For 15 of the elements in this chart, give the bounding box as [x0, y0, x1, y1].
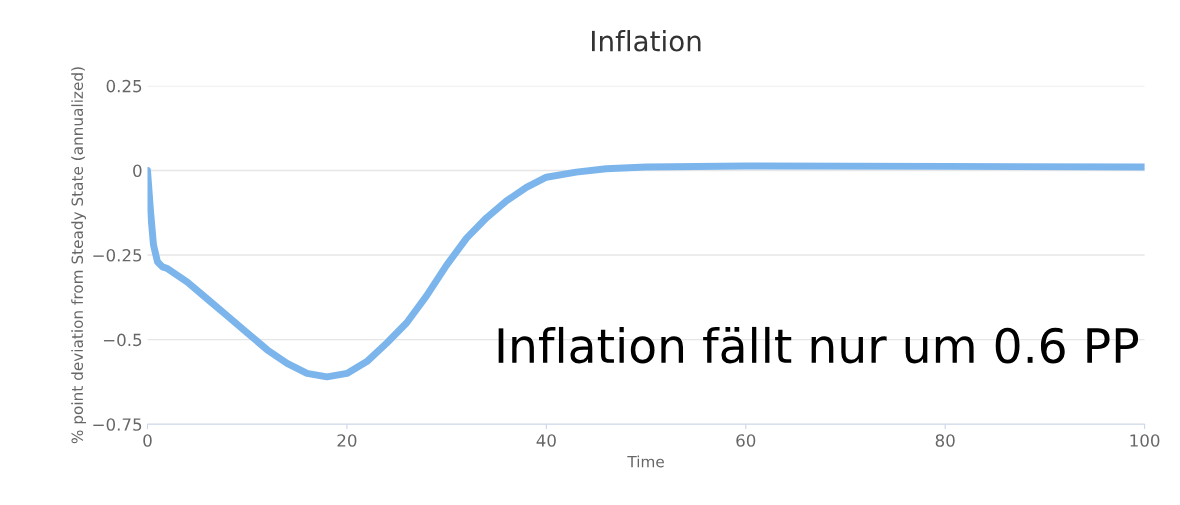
y-tick-label: −0.5	[103, 333, 142, 347]
x-tick-label: 100	[1130, 434, 1160, 447]
y-axis-title: % point deviation from Steady State (annualized)	[71, 67, 87, 444]
x-tick-label: 0	[143, 434, 152, 447]
annotation: Inflation fällt nur um 0.6 PP	[498, 326, 1139, 364]
x-tick-label: 80	[935, 434, 955, 447]
x-tick-label: 20	[337, 434, 357, 447]
x-tick-label: 40	[536, 434, 556, 447]
y-tick-label: −0.25	[93, 248, 142, 262]
x-axis-title: Time	[627, 455, 664, 468]
y-tick-label: 0.25	[106, 79, 142, 93]
x-tick-label: 60	[736, 434, 756, 447]
y-tick-label: 0	[133, 164, 142, 178]
y-tick-label: −0.75	[93, 418, 142, 431]
chart-title: Inflation	[592, 30, 701, 52]
